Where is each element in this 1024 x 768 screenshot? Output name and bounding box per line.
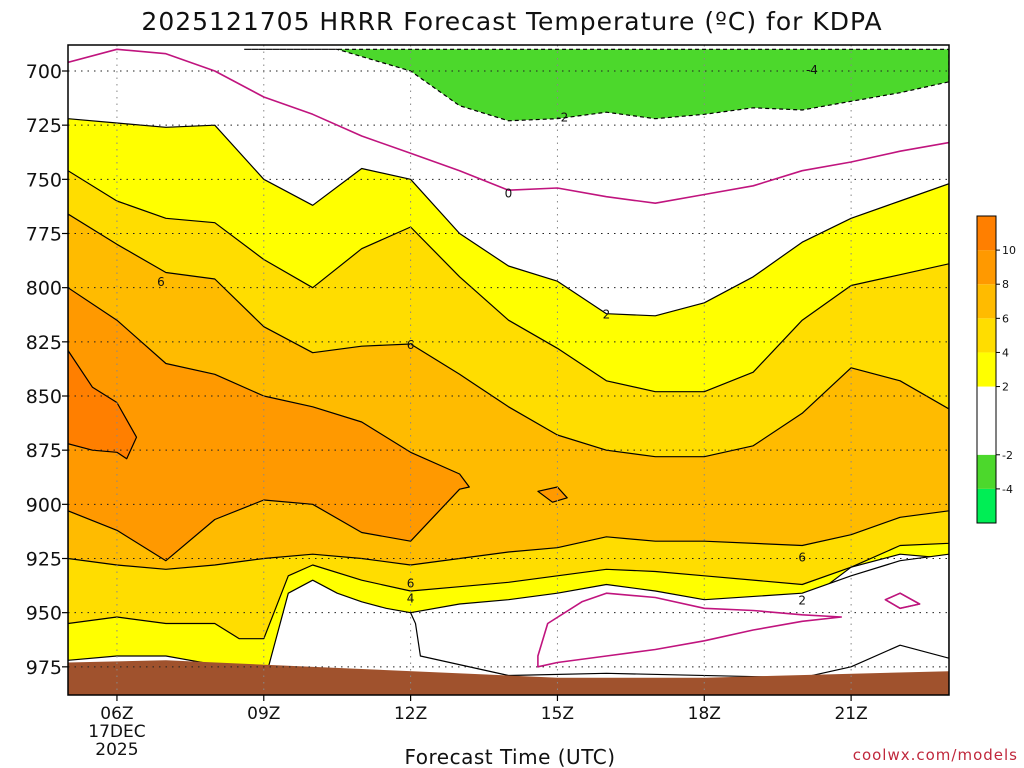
y-tick-label: 825 <box>26 332 62 354</box>
colorbar-label: 2 <box>1002 381 1009 394</box>
y-tick-label: 900 <box>26 494 62 516</box>
y-tick-label: 875 <box>26 440 62 462</box>
x-axis-label: Forecast Time (UTC) <box>404 745 615 768</box>
contour-label-text: 6 <box>798 550 806 564</box>
contour-label: 6 <box>157 275 165 289</box>
contour-label-text: 2 <box>603 308 611 322</box>
contour-label-text: 4 <box>407 592 415 606</box>
plot-frame <box>67 44 950 696</box>
contour-label-text: 6 <box>407 576 415 590</box>
y-tick-label: 750 <box>26 169 62 191</box>
colorbar-band <box>977 318 996 353</box>
warm-8c-region <box>68 287 470 562</box>
contour-0c-east <box>884 592 921 610</box>
chart-title: 2025121705 HRRR Forecast Temperature (ºC… <box>141 7 882 36</box>
contour-label-text: 6 <box>157 275 165 289</box>
contour-label: -4 <box>806 63 818 77</box>
colorbar-label: 4 <box>1002 346 1009 359</box>
colorbar-band <box>977 352 996 387</box>
colorbar-frame <box>976 215 997 524</box>
x-tick-label: 06Z <box>100 704 133 724</box>
contour-label-text: 2 <box>798 594 806 608</box>
contour-label: 4 <box>407 592 415 606</box>
contour-label: 2 <box>798 594 806 608</box>
x-tick-label: 12Z <box>394 704 427 724</box>
colorbar-label: 10 <box>1002 244 1016 257</box>
contour-label-layer: -4 -2 0 2 6 6 6 4 6 2 <box>157 63 818 608</box>
contour-label: 2 <box>603 308 611 322</box>
cold-region <box>243 48 949 122</box>
contour-0c <box>68 48 949 204</box>
x-tick-date: 2025 <box>95 740 138 760</box>
colorbar-label: 6 <box>1002 312 1009 325</box>
x-tick-label: 15Z <box>541 704 574 724</box>
x-tick-date: 17DEC <box>88 722 145 742</box>
contour-label: 6 <box>798 550 806 564</box>
contour-label: -2 <box>556 111 568 125</box>
contour-label: 6 <box>407 338 415 352</box>
contour-label-text: -2 <box>556 111 568 125</box>
colorbar-band <box>977 386 996 455</box>
x-tick-label: 09Z <box>247 704 280 724</box>
contour-layer <box>68 48 949 668</box>
y-tick-label: 775 <box>26 224 62 246</box>
colorbar-band <box>977 488 996 523</box>
contour-label-text: -4 <box>806 63 818 77</box>
colorbar-label: 8 <box>1002 278 1009 291</box>
colorbar-band <box>977 250 996 285</box>
y-tick-label: 800 <box>26 278 62 300</box>
warm-10c-region <box>68 349 138 460</box>
warm-pocket-small <box>537 486 568 503</box>
colorbar-band <box>977 454 996 489</box>
colorbar-label: -2 <box>1002 449 1013 462</box>
contour-label: 0 <box>505 186 513 200</box>
x-tick-label: 18Z <box>688 704 721 724</box>
contour-label-text: 0 <box>505 186 513 200</box>
colorbar-band <box>977 216 996 251</box>
y-tick-label: 925 <box>26 549 62 571</box>
colorbar: -4 -2 2 4 6 8 10 <box>976 215 1016 524</box>
region-layer <box>68 48 949 695</box>
y-tick-label: 950 <box>26 603 62 625</box>
white-surface-pocket <box>410 553 949 679</box>
contour-label-text: 6 <box>407 338 415 352</box>
contour-0c-surface <box>537 592 843 668</box>
y-tick-label: 725 <box>26 115 62 137</box>
ground <box>68 660 949 695</box>
y-tick-label: 850 <box>26 386 62 408</box>
y-tick-label: 975 <box>26 657 62 679</box>
y-tick-label: 700 <box>26 61 62 83</box>
site-credit: coolwx.com/models <box>853 746 1018 764</box>
colorbar-band <box>977 284 996 319</box>
plot-area: -4 -2 0 2 6 6 6 4 6 2 <box>68 45 949 695</box>
y-axis: 700 725 750 775 800 825 850 875 900 925 950 975 <box>26 61 68 679</box>
grid-layer <box>68 45 949 695</box>
x-tick-label: 21Z <box>834 704 867 724</box>
colorbar-label: -4 <box>1002 483 1013 496</box>
contour-label: 6 <box>407 576 415 590</box>
